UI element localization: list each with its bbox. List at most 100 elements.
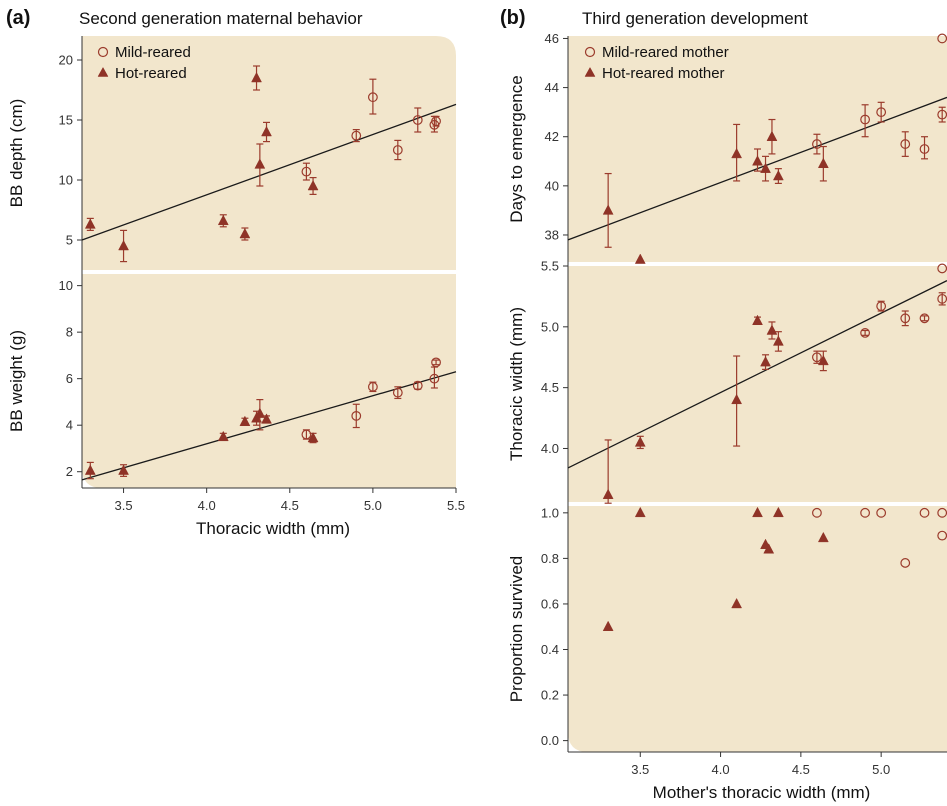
y-tick-label: 8 bbox=[66, 325, 73, 340]
y-tick-label: 0.6 bbox=[541, 596, 559, 611]
data-point-mild bbox=[919, 313, 930, 324]
x-axis-title: Thoracic width (mm) bbox=[196, 519, 350, 538]
data-point-mild bbox=[876, 301, 887, 312]
y-tick-label: 0.0 bbox=[541, 733, 559, 748]
data-point-hot bbox=[772, 335, 784, 346]
data-point-mild bbox=[900, 313, 911, 324]
y-axis-title: Proportion survived bbox=[507, 556, 526, 702]
plot-bb-depth: 5 10 15 20 BB depth (cm) bbox=[7, 53, 457, 263]
data-point-hot bbox=[752, 314, 763, 325]
data-point-mild bbox=[392, 145, 403, 155]
x-tick-label: 3.5 bbox=[631, 762, 649, 777]
panel-b-background bbox=[568, 36, 947, 752]
data-point-mild bbox=[860, 328, 870, 338]
legend-a-mild-marker bbox=[97, 46, 109, 58]
data-point-hot bbox=[602, 204, 614, 215]
data-point-mild bbox=[937, 507, 947, 518]
legend-b-hot-marker bbox=[584, 66, 596, 77]
data-point-mild bbox=[876, 107, 887, 118]
y-tick-label: 5.5 bbox=[541, 259, 559, 274]
data-point-hot bbox=[817, 531, 829, 543]
data-point-hot bbox=[254, 407, 266, 418]
data-point-mild bbox=[351, 130, 362, 141]
panel-a-background bbox=[82, 36, 456, 488]
data-point-hot bbox=[84, 464, 96, 475]
data-point-hot bbox=[760, 162, 771, 173]
data-point-hot bbox=[118, 239, 129, 251]
y-tick-label: 0.2 bbox=[541, 688, 559, 703]
data-point-hot bbox=[634, 506, 646, 518]
y-tick-label: 15 bbox=[59, 113, 73, 128]
regression-line bbox=[567, 280, 947, 469]
y-tick-label: 46 bbox=[545, 31, 559, 46]
data-point-hot bbox=[118, 464, 129, 475]
y-tick-label: 38 bbox=[545, 227, 559, 242]
legend-b-hot-label: Hot-reared mother bbox=[602, 65, 725, 82]
data-point-mild bbox=[937, 293, 947, 304]
data-point-hot bbox=[254, 158, 266, 169]
data-point-mild bbox=[367, 381, 378, 392]
y-tick-label: 4.5 bbox=[541, 380, 559, 395]
plot-proportion-survived: 0.0 0.2 0.4 0.6 0.8 1.0 3.5 4.0 4.5 5.0 Proportion… bbox=[507, 505, 947, 802]
data-point-mild bbox=[919, 507, 930, 518]
data-point-mild bbox=[876, 507, 887, 518]
y-tick-label: 2 bbox=[66, 464, 73, 479]
data-point-mild bbox=[431, 357, 441, 368]
legend-a: Mild-reared Hot-reared bbox=[97, 44, 191, 82]
regression-line bbox=[81, 103, 457, 241]
y-tick-label: 4 bbox=[66, 418, 73, 433]
data-point-mild bbox=[937, 530, 947, 541]
y-tick-label: 44 bbox=[545, 80, 559, 95]
x-axis-title: Mother's thoracic width (mm) bbox=[653, 783, 871, 802]
plot-bb-weight: 2 4 6 8 10 3.5 4.0 4.5 5.0 5.5 BB weight (g) Thorac… bbox=[7, 278, 465, 538]
data-point-hot bbox=[731, 147, 743, 159]
data-point-mild bbox=[301, 166, 312, 177]
data-point-hot bbox=[817, 354, 829, 366]
data-point-hot bbox=[261, 413, 272, 424]
data-point-hot bbox=[731, 393, 743, 405]
data-point-mild bbox=[812, 139, 822, 149]
y-tick-label: 40 bbox=[545, 178, 559, 193]
y-tick-label: 20 bbox=[59, 53, 73, 68]
data-point-mild bbox=[351, 410, 362, 421]
data-point-mild bbox=[860, 114, 870, 125]
panel-a-title: Second generation maternal behavior bbox=[79, 9, 363, 28]
x-tick-label: 4.0 bbox=[712, 762, 730, 777]
y-tick-label: 0.8 bbox=[541, 551, 559, 566]
data-point-mild bbox=[367, 92, 378, 103]
regression-line bbox=[81, 371, 457, 481]
data-point-hot bbox=[634, 253, 646, 264]
data-point-hot bbox=[602, 488, 614, 499]
x-tick-label: 4.5 bbox=[792, 762, 810, 777]
data-point-hot bbox=[763, 543, 775, 554]
legend-a-mild-label: Mild-reared bbox=[115, 44, 191, 61]
x-tick-label: 3.5 bbox=[115, 498, 133, 513]
data-point-hot bbox=[217, 430, 229, 442]
data-point-hot bbox=[307, 431, 319, 443]
legend-a-hot-marker bbox=[97, 66, 109, 77]
data-point-hot bbox=[261, 125, 272, 137]
x-tick-label: 4.0 bbox=[198, 498, 216, 513]
panel-b-title: Third generation development bbox=[582, 9, 808, 28]
y-tick-label: 4.0 bbox=[541, 441, 559, 456]
data-point-hot bbox=[817, 157, 829, 168]
data-point-hot bbox=[760, 356, 771, 367]
data-point-mild bbox=[412, 115, 423, 125]
data-point-mild bbox=[431, 116, 441, 127]
data-point-hot bbox=[307, 179, 319, 191]
data-point-mild bbox=[429, 373, 440, 384]
y-tick-label: 5 bbox=[66, 233, 73, 248]
data-point-mild bbox=[812, 352, 822, 363]
data-point-mild bbox=[937, 109, 947, 120]
legend-b-mild-label: Mild-reared mother bbox=[602, 44, 729, 61]
data-point-mild bbox=[392, 387, 403, 398]
y-axis-title: Days to emergence bbox=[507, 75, 526, 222]
data-point-hot bbox=[217, 214, 229, 226]
x-tick-label: 5.5 bbox=[447, 498, 465, 513]
data-point-hot bbox=[602, 620, 614, 631]
data-point-hot bbox=[731, 597, 743, 609]
y-axis-title: BB weight (g) bbox=[7, 330, 26, 432]
y-tick-label: 5.0 bbox=[541, 319, 559, 334]
data-point-mild bbox=[937, 33, 947, 44]
data-point-hot bbox=[634, 436, 646, 447]
